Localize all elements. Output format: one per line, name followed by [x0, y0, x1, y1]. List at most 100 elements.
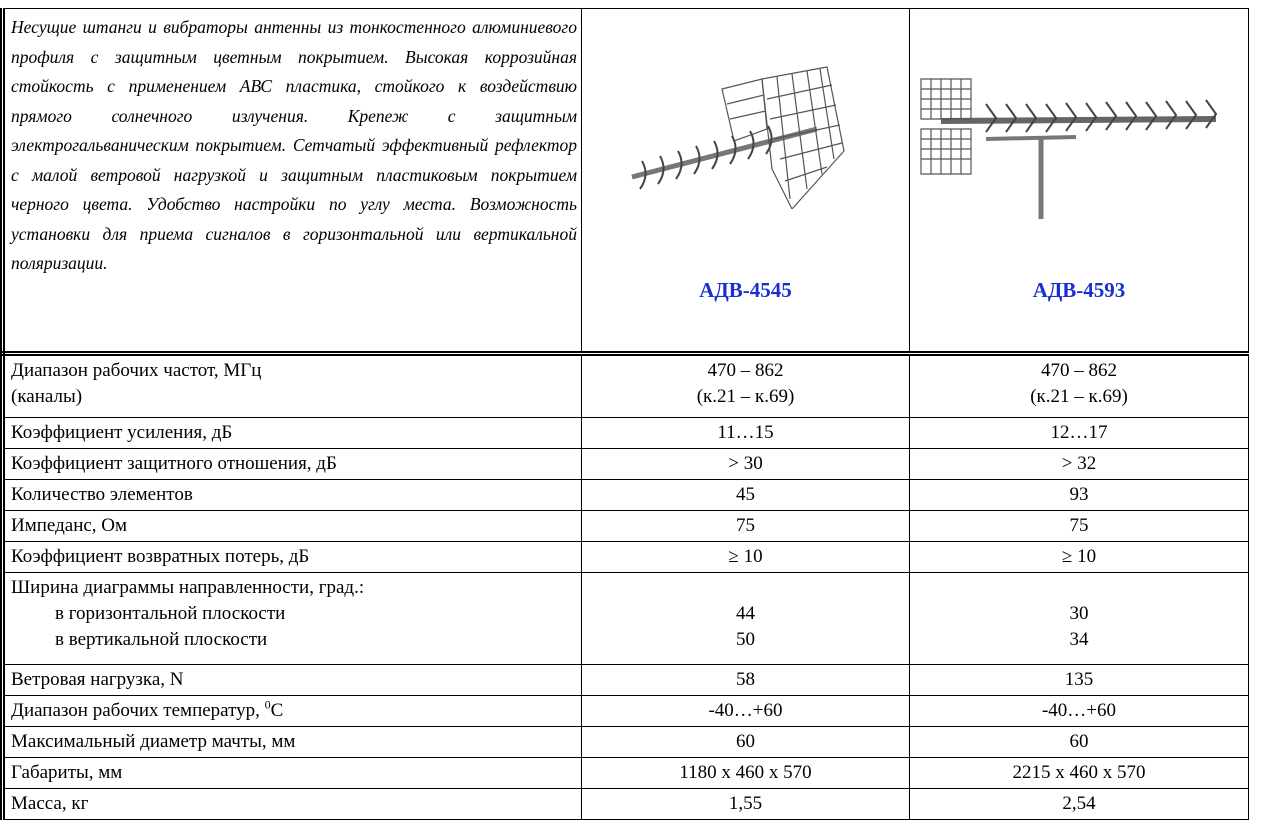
- label-text: Диапазон рабочих температур,: [11, 700, 265, 721]
- value-line: 58: [588, 667, 903, 693]
- spec-value: 93: [910, 480, 1249, 511]
- label-line: Количество элементов: [11, 482, 575, 508]
- value-line: 75: [588, 513, 903, 539]
- label-text: Максимальный диаметр мачты, мм: [11, 731, 295, 752]
- spec-value: > 32: [910, 449, 1249, 480]
- spec-value: 45: [582, 480, 910, 511]
- spacer: [588, 575, 903, 601]
- value-line: 1180 x 460 x 570: [588, 760, 903, 786]
- spec-label: Масса, кг: [3, 789, 582, 820]
- antenna-image: [622, 59, 852, 209]
- value-line: 44: [588, 601, 903, 627]
- spec-label: Коэффициент возвратных потерь, дБ: [3, 542, 582, 573]
- spec-label: Коэффициент защитного отношения, дБ: [3, 449, 582, 480]
- label-text: Коэффициент возвратных потерь, дБ: [11, 546, 309, 567]
- value-line: 470 – 862: [916, 358, 1242, 384]
- header-row: Несущие штанги и вибраторы антенны из то…: [3, 9, 1249, 354]
- value-line: 93: [916, 482, 1242, 508]
- description: Несущие штанги и вибраторы антенны из то…: [3, 9, 582, 354]
- spec-label: Ширина диаграммы направленности, град.:в…: [3, 573, 582, 665]
- spec-row: Коэффициент возвратных потерь, дБ ≥ 10 ≥ 1…: [3, 542, 1249, 573]
- spec-table: Несущие штанги и вибраторы антенны из то…: [0, 8, 1249, 820]
- spec-row: Ширина диаграммы направленности, град.:в…: [3, 573, 1249, 665]
- spec-label: Коэффициент усиления, дБ: [3, 418, 582, 449]
- value-line: 2215 x 460 x 570: [916, 760, 1242, 786]
- value-line: (к.21 – к.69): [916, 384, 1242, 410]
- value-line: 135: [916, 667, 1242, 693]
- value-line: (к.21 – к.69): [588, 384, 903, 410]
- label-line: Ширина диаграммы направленности, град.:: [11, 575, 575, 601]
- model-name: АДВ-4593: [910, 277, 1248, 303]
- label-line: Коэффициент возвратных потерь, дБ: [11, 544, 575, 570]
- label-text: Импеданс, Ом: [11, 515, 127, 536]
- label-text: Ветровая нагрузка, N: [11, 669, 184, 690]
- label-line: Коэффициент защитного отношения, дБ: [11, 451, 575, 477]
- value-line: ≥ 10: [588, 544, 903, 570]
- label-text: Масса, кг: [11, 793, 88, 814]
- spec-value: -40…+60: [910, 696, 1249, 727]
- spec-row: Коэффициент защитного отношения, дБ > 30 >…: [3, 449, 1249, 480]
- spec-value: 75: [582, 511, 910, 542]
- spec-row: Количество элементов 45 93: [3, 480, 1249, 511]
- spec-value: 11…15: [582, 418, 910, 449]
- spec-label: Максимальный диаметр мачты, мм: [3, 727, 582, 758]
- spacer: [916, 575, 1242, 601]
- value-line: 50: [588, 627, 903, 653]
- spec-row: Диапазон рабочих частот, МГц(каналы)470 …: [3, 354, 1249, 418]
- spec-value: 75: [910, 511, 1249, 542]
- value-line: > 32: [916, 451, 1242, 477]
- spec-row: Импеданс, Ом 75 75: [3, 511, 1249, 542]
- value-line: 34: [916, 627, 1242, 653]
- spec-row: Габариты, мм 1180 x 460 x 570 2215 x 460 x…: [3, 758, 1249, 789]
- label-text: Коэффициент защитного отношения, дБ: [11, 453, 337, 474]
- label-line: Габариты, мм: [11, 760, 575, 786]
- label-text: Коэффициент усиления, дБ: [11, 422, 232, 443]
- spec-value: 12…17: [910, 418, 1249, 449]
- spec-value: 470 – 862(к.21 – к.69): [910, 354, 1249, 418]
- spec-value: 1180 x 460 x 570: [582, 758, 910, 789]
- label-line: Диапазон рабочих частот, МГц: [11, 358, 575, 384]
- model-name: АДВ-4545: [582, 277, 909, 303]
- value-line: 12…17: [916, 420, 1242, 446]
- value-line: 11…15: [588, 420, 903, 446]
- value-line: 2,54: [916, 791, 1242, 817]
- product-cell: АДВ-4545: [582, 9, 910, 354]
- spec-value: -40…+60: [582, 696, 910, 727]
- antenna-image: [916, 59, 1236, 229]
- spec-value: 60: [910, 727, 1249, 758]
- spec-row: Ветровая нагрузка, N 58 135: [3, 665, 1249, 696]
- value-line: 75: [916, 513, 1242, 539]
- value-line: > 30: [588, 451, 903, 477]
- label-text: Количество элементов: [11, 484, 193, 505]
- value-line: 1,55: [588, 791, 903, 817]
- label-line: Коэффициент усиления, дБ: [11, 420, 575, 446]
- spec-label: Диапазон рабочих частот, МГц(каналы): [3, 354, 582, 418]
- label-line: Ветровая нагрузка, N: [11, 667, 575, 693]
- spec-label: Количество элементов: [3, 480, 582, 511]
- value-line: -40…+60: [588, 698, 903, 724]
- spec-value: 1,55: [582, 789, 910, 820]
- spec-value: 2,54: [910, 789, 1249, 820]
- value-line: -40…+60: [916, 698, 1242, 724]
- spec-value: 2215 x 460 x 570: [910, 758, 1249, 789]
- label-line: Масса, кг: [11, 791, 575, 817]
- value-line: ≥ 10: [916, 544, 1242, 570]
- spec-value: ≥ 10: [910, 542, 1249, 573]
- label-line: Импеданс, Ом: [11, 513, 575, 539]
- label-text: Габариты, мм: [11, 762, 122, 783]
- value-line: 45: [588, 482, 903, 508]
- spec-value: 135: [910, 665, 1249, 696]
- spec-value: 58: [582, 665, 910, 696]
- spec-value: > 30: [582, 449, 910, 480]
- value-line: 60: [916, 729, 1242, 755]
- sub-label: в горизонтальной плоскости: [11, 601, 575, 627]
- spec-label: Габариты, мм: [3, 758, 582, 789]
- spec-row: Коэффициент усиления, дБ 11…15 12…17: [3, 418, 1249, 449]
- label-line: (каналы): [11, 384, 575, 410]
- spec-value: 470 – 862(к.21 – к.69): [582, 354, 910, 418]
- label-line: Диапазон рабочих температур, 0C: [11, 698, 575, 724]
- page: {"description": "Несущие штанги и вибрат…: [0, 0, 1284, 831]
- product-cell: АДВ-4593: [910, 9, 1249, 354]
